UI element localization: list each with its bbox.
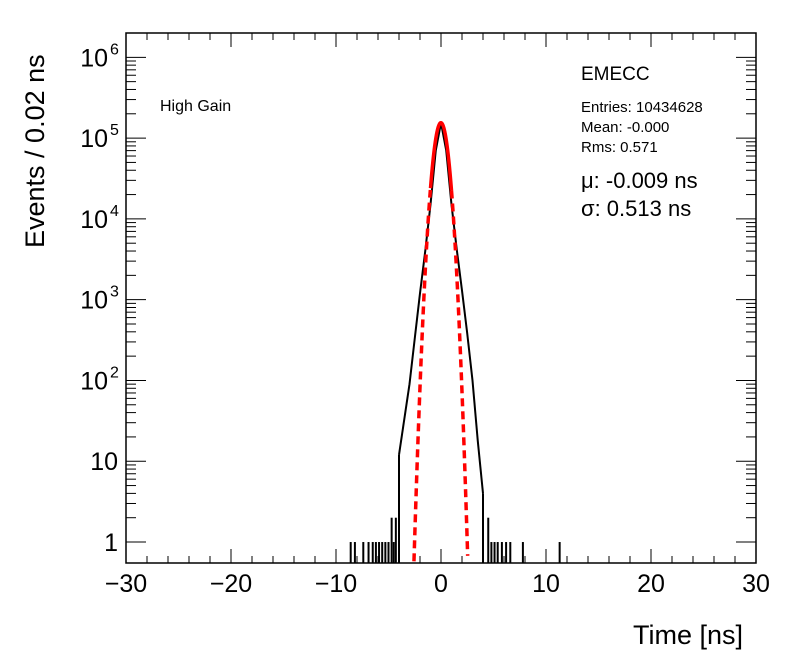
region-label: EMECC — [581, 64, 650, 85]
y-tick-label: 10 — [80, 44, 108, 72]
fit-solid — [428, 120, 454, 191]
histogram-core — [398, 122, 484, 494]
y-tick-exponent: 4 — [110, 203, 119, 220]
y-tick-label: 1 — [104, 529, 118, 557]
fit-mu: μ: -0.009 ns — [581, 168, 698, 193]
x-tick-label: −20 — [210, 570, 252, 598]
stats-rms: Rms: 0.571 — [581, 139, 658, 156]
stats-entries: Entries: 10434628 — [581, 99, 703, 116]
fit-dashed-left — [412, 189, 433, 562]
y-tick-exponent: 5 — [110, 122, 119, 139]
y-axis-label: Events / 0.02 ns — [20, 54, 50, 248]
gaussian-fit-curve — [412, 120, 470, 562]
y-tick-exponent: 3 — [110, 284, 119, 301]
x-tick-label: 20 — [637, 570, 665, 598]
y-tick-label: 10 — [80, 367, 108, 395]
x-tick-label: −30 — [105, 570, 147, 598]
y-tick-label: 10 — [80, 287, 108, 315]
x-tick-label: −10 — [315, 570, 357, 598]
x-tick-label: 30 — [742, 570, 770, 598]
gain-label: High Gain — [160, 98, 232, 115]
y-tick-exponent: 2 — [110, 364, 119, 381]
x-axis-label: Time [ns] — [633, 620, 744, 650]
axis-ticks — [125, 32, 757, 563]
y-tick-exponent: 6 — [110, 41, 119, 58]
y-tick-label: 10 — [80, 206, 108, 234]
fit-dashed-right — [449, 190, 470, 556]
x-tick-label: 10 — [532, 570, 560, 598]
y-tick-label: 10 — [80, 125, 108, 153]
data-histogram — [349, 122, 561, 563]
stats-mean: Mean: -0.000 — [581, 119, 670, 136]
x-tick-label: 0 — [434, 570, 448, 598]
y-tick-label: 10 — [90, 448, 118, 476]
fit-sigma: σ: 0.513 ns — [581, 196, 692, 221]
